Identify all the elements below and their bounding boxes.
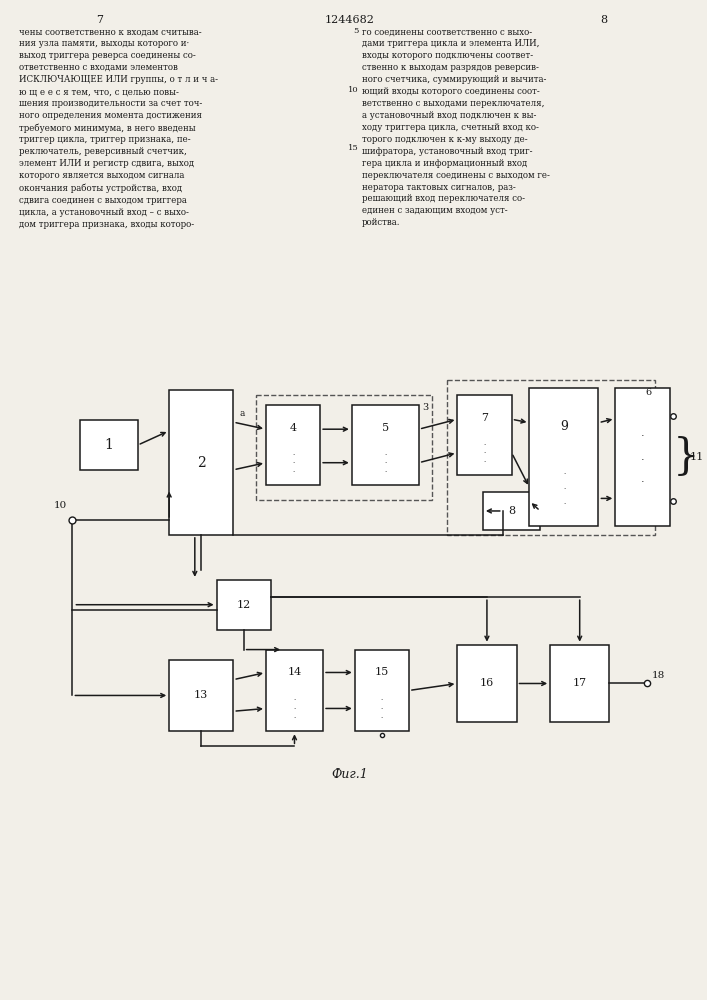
Text: 14: 14	[287, 667, 302, 677]
Text: ·: ·	[380, 697, 383, 703]
Text: 18: 18	[652, 670, 665, 680]
Bar	[457, 395, 512, 475]
Text: ·: ·	[384, 461, 387, 467]
Bar	[266, 405, 320, 485]
Text: 5: 5	[354, 27, 358, 35]
Bar	[483, 492, 540, 530]
Text: ·: ·	[293, 715, 296, 721]
Text: a: a	[239, 409, 245, 418]
Bar	[266, 650, 323, 731]
Text: 1: 1	[105, 438, 113, 452]
Text: чены соответственно к входам считыва-
ния узла памяти, выходы которого и·
выход : чены соответственно к входам считыва- ни…	[19, 27, 218, 229]
Bar	[169, 660, 233, 731]
Text: ·: ·	[293, 697, 296, 703]
Text: ·: ·	[292, 461, 294, 467]
Bar	[615, 388, 670, 526]
Text: ·: ·	[384, 469, 387, 475]
Text: 8: 8	[508, 506, 515, 516]
Text: 6: 6	[645, 388, 652, 397]
Text: ·: ·	[292, 469, 294, 475]
Text: ·: ·	[641, 431, 644, 441]
Bar	[355, 650, 409, 731]
Bar	[81, 420, 138, 470]
Text: ·: ·	[563, 471, 565, 477]
Bar	[351, 405, 419, 485]
Text: 16: 16	[480, 678, 494, 688]
Text: 11: 11	[689, 452, 703, 462]
Text: 1244682: 1244682	[325, 15, 375, 25]
Text: ·: ·	[484, 442, 486, 448]
Text: 8: 8	[600, 15, 607, 25]
Bar	[169, 390, 233, 535]
Text: ·: ·	[293, 706, 296, 712]
Text: ·: ·	[641, 477, 644, 487]
Text: ·: ·	[484, 459, 486, 465]
Text: 15: 15	[348, 144, 358, 152]
Text: 17: 17	[573, 678, 587, 688]
Bar	[530, 388, 598, 526]
Text: }: }	[672, 436, 699, 478]
Text: 2: 2	[197, 456, 206, 470]
Text: ·: ·	[292, 452, 294, 458]
Text: 4: 4	[289, 423, 296, 433]
Bar	[216, 580, 271, 630]
Text: 7: 7	[481, 413, 488, 423]
Text: ·: ·	[563, 486, 565, 492]
Text: 9: 9	[560, 420, 568, 433]
Text: ·: ·	[563, 501, 565, 507]
Text: го соединены соответственно с выхо-
дами триггера цикла и элемента ИЛИ,
входы ко: го соединены соответственно с выхо- дами…	[361, 27, 549, 227]
Text: 10: 10	[54, 501, 67, 510]
Text: ·: ·	[380, 706, 383, 712]
Text: ·: ·	[380, 715, 383, 721]
Bar	[457, 645, 517, 722]
Bar	[550, 645, 609, 722]
Text: ·: ·	[384, 452, 387, 458]
Text: 5: 5	[382, 423, 389, 433]
Text: 7: 7	[97, 15, 104, 25]
Text: ·: ·	[641, 455, 644, 465]
Text: 15: 15	[375, 667, 389, 677]
Text: ·: ·	[484, 451, 486, 457]
Text: 10: 10	[348, 86, 358, 94]
Text: Фиг.1: Фиг.1	[332, 768, 368, 781]
Text: 12: 12	[237, 600, 251, 610]
Text: 13: 13	[194, 690, 209, 700]
Text: 3: 3	[423, 403, 428, 412]
